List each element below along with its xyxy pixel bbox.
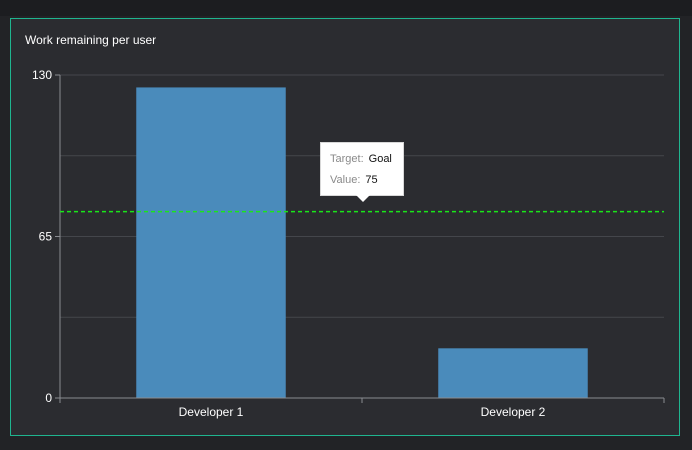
tooltip-target-value: Goal xyxy=(368,153,392,165)
tooltip-arrow xyxy=(356,195,370,202)
y-axis-ticks: 0 65 130 xyxy=(32,68,61,405)
tooltip-target-label: Target: xyxy=(330,153,364,165)
y-tick-label: 130 xyxy=(32,68,52,82)
tooltip-value-label: Value: xyxy=(330,174,361,186)
y-tick-label: 0 xyxy=(45,391,52,405)
bars xyxy=(136,87,588,398)
chart-title: Work remaining per user xyxy=(25,33,157,47)
tooltip-value-value: 75 xyxy=(365,174,378,186)
top-bar xyxy=(0,0,692,16)
x-tick-label: Developer 2 xyxy=(481,405,546,419)
chart-panel: Work remaining per user 0 65 130 Developer… xyxy=(10,18,680,436)
x-axis: Developer 1 Developer 2 xyxy=(59,397,665,419)
y-tick-label: 65 xyxy=(39,230,53,244)
tooltip-value-row: Value: 75 xyxy=(330,174,378,186)
bar-chart: 0 65 130 Developer 1 Developer 2 xyxy=(32,68,665,419)
x-tick-label: Developer 1 xyxy=(179,405,244,419)
bar xyxy=(136,87,286,398)
tooltip-target-row: Target: Goal xyxy=(330,153,392,165)
tooltip: Target: Goal Value: 75 xyxy=(320,142,404,202)
bar xyxy=(438,348,588,398)
